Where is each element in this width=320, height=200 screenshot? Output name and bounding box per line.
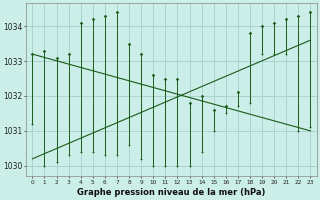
- X-axis label: Graphe pression niveau de la mer (hPa): Graphe pression niveau de la mer (hPa): [77, 188, 266, 197]
